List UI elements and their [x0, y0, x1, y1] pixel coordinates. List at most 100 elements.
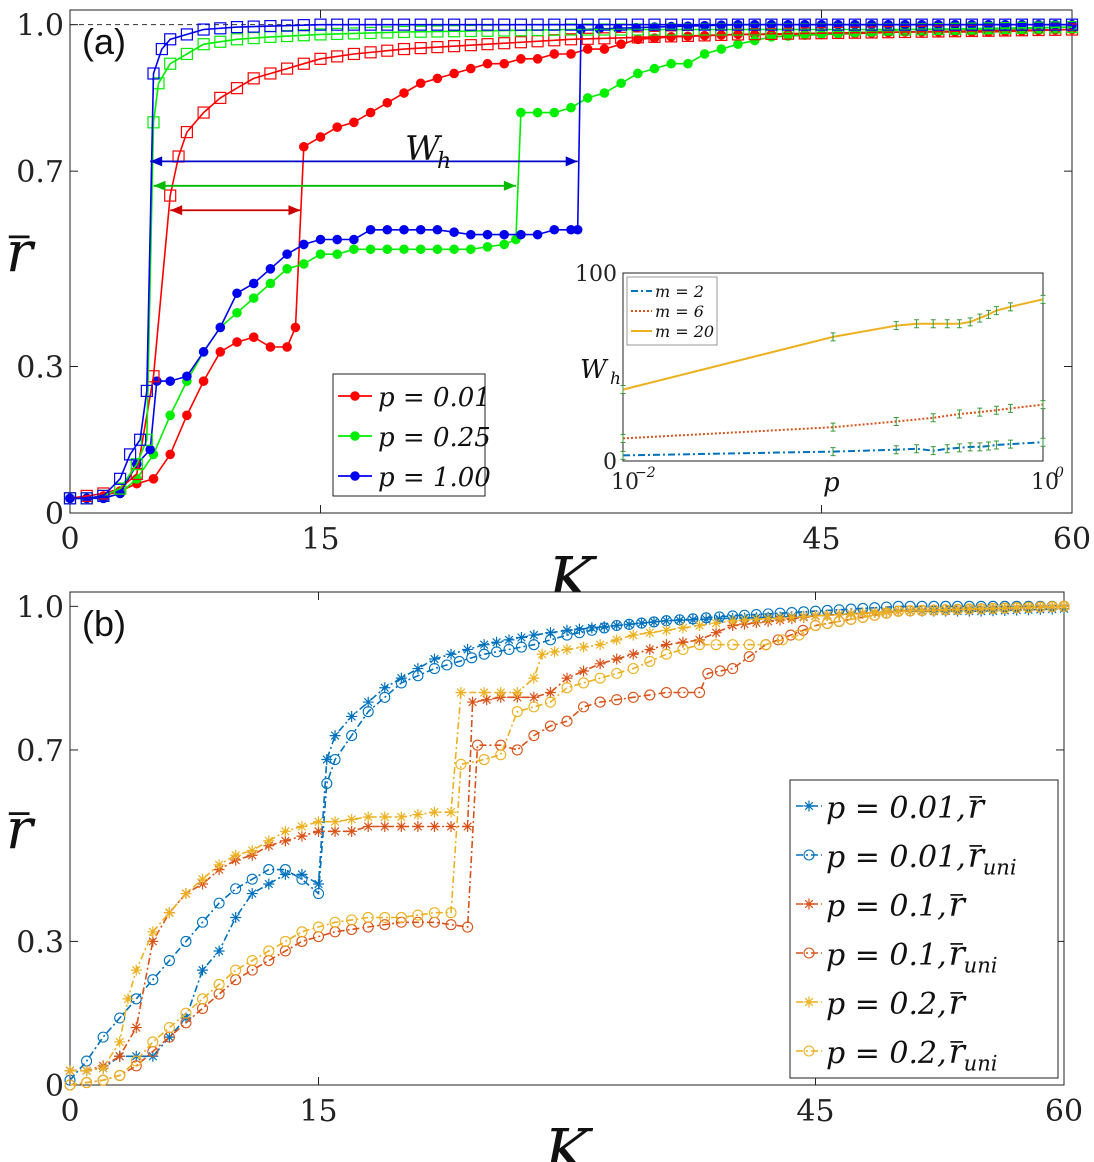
- data-point: [428, 821, 440, 833]
- y-tick-label: 0: [45, 497, 64, 532]
- data-point: [683, 58, 693, 69]
- data-point: [1046, 601, 1058, 613]
- inset-errorbar: [1007, 302, 1013, 312]
- data-point: [297, 57, 310, 70]
- inset-errorbar: [930, 319, 936, 329]
- data-point: [644, 643, 656, 655]
- data-point: [395, 821, 407, 833]
- data-point: [198, 376, 209, 386]
- data-point: [165, 376, 175, 386]
- data-point: [197, 23, 210, 36]
- data-point: [499, 239, 510, 250]
- data-point: [700, 612, 712, 624]
- data-point: [482, 58, 493, 69]
- data-point: [566, 49, 576, 59]
- data-point: [965, 18, 978, 31]
- data-point: [432, 73, 443, 84]
- data-point: [573, 623, 585, 635]
- inset-errorbar: [830, 422, 836, 432]
- inset-series-m-20: [620, 294, 1046, 395]
- data-point: [412, 663, 424, 675]
- data-point: [635, 617, 648, 629]
- data-point: [482, 242, 493, 252]
- data-point: [114, 1050, 126, 1062]
- data-point: [511, 706, 523, 718]
- data-point: [364, 26, 377, 40]
- legend-r-symbol: r: [968, 787, 986, 827]
- data-point: [455, 758, 467, 770]
- data-point: [449, 227, 459, 237]
- inset-errorbar: [967, 317, 973, 327]
- data-point: [503, 643, 515, 655]
- data-point: [882, 18, 895, 31]
- x-tick-label: 60: [1053, 522, 1091, 557]
- data-point: [114, 1012, 126, 1024]
- inset-errorbar: [930, 413, 936, 423]
- data-point: [230, 911, 242, 923]
- data-point: [611, 653, 623, 665]
- data-point: [499, 58, 510, 69]
- data-point: [399, 88, 409, 98]
- data-point: [564, 33, 578, 46]
- legend-box: [789, 779, 1059, 1079]
- data-point: [180, 935, 192, 947]
- data-point: [532, 54, 543, 64]
- series-line: [70, 605, 1065, 1072]
- inset-errorbar: [620, 450, 626, 460]
- data-point: [809, 619, 822, 632]
- data-point: [445, 919, 457, 931]
- data-point: [365, 244, 376, 255]
- data-point: [462, 921, 474, 933]
- data-point: [715, 18, 728, 31]
- data-point: [561, 629, 573, 641]
- data-point: [431, 18, 444, 31]
- data-point: [414, 25, 427, 38]
- data-point: [130, 964, 142, 976]
- data-point: [264, 20, 277, 33]
- inset-errorbar: [993, 440, 999, 450]
- data-point: [532, 107, 543, 118]
- data-point: [963, 603, 975, 615]
- data-point: [495, 749, 507, 761]
- data-point: [97, 1062, 109, 1074]
- data-point: [197, 873, 209, 885]
- hysteresis-arrow: [170, 205, 301, 216]
- inset-y-tick-label: 0: [603, 450, 617, 475]
- data-point: [312, 921, 325, 933]
- data-point: [499, 229, 510, 240]
- data-point: [445, 806, 457, 818]
- data-point: [1058, 600, 1070, 612]
- data-point: [296, 873, 308, 885]
- data-point: [395, 911, 407, 924]
- y-axis-label: r: [6, 797, 36, 862]
- data-point: [364, 18, 377, 31]
- inset-errorbar: [993, 306, 999, 316]
- data-point: [432, 244, 443, 255]
- data-point: [365, 107, 376, 118]
- data-point: [332, 249, 343, 259]
- data-point: [346, 813, 358, 825]
- hysteresis-arrow: [153, 180, 516, 191]
- y-tick-label: 0.7: [16, 734, 64, 769]
- data-point: [232, 307, 242, 318]
- data-point: [516, 229, 526, 240]
- data-point: [362, 706, 374, 718]
- data-point: [332, 122, 343, 133]
- data-point: [466, 652, 478, 664]
- legend-marker: [350, 471, 360, 481]
- data-point: [727, 615, 739, 627]
- data-point: [714, 665, 726, 677]
- data-point: [633, 68, 643, 79]
- data-point: [750, 613, 762, 625]
- data-point: [97, 1031, 109, 1043]
- data-point: [572, 224, 583, 235]
- data-point: [466, 63, 476, 74]
- data-point: [821, 609, 833, 621]
- data-point: [573, 627, 585, 639]
- data-point: [785, 629, 797, 641]
- data-point: [528, 701, 540, 713]
- data-point: [412, 670, 424, 682]
- data-point: [748, 18, 761, 31]
- legend-label: p = 0.25: [378, 423, 491, 453]
- data-point: [975, 603, 987, 615]
